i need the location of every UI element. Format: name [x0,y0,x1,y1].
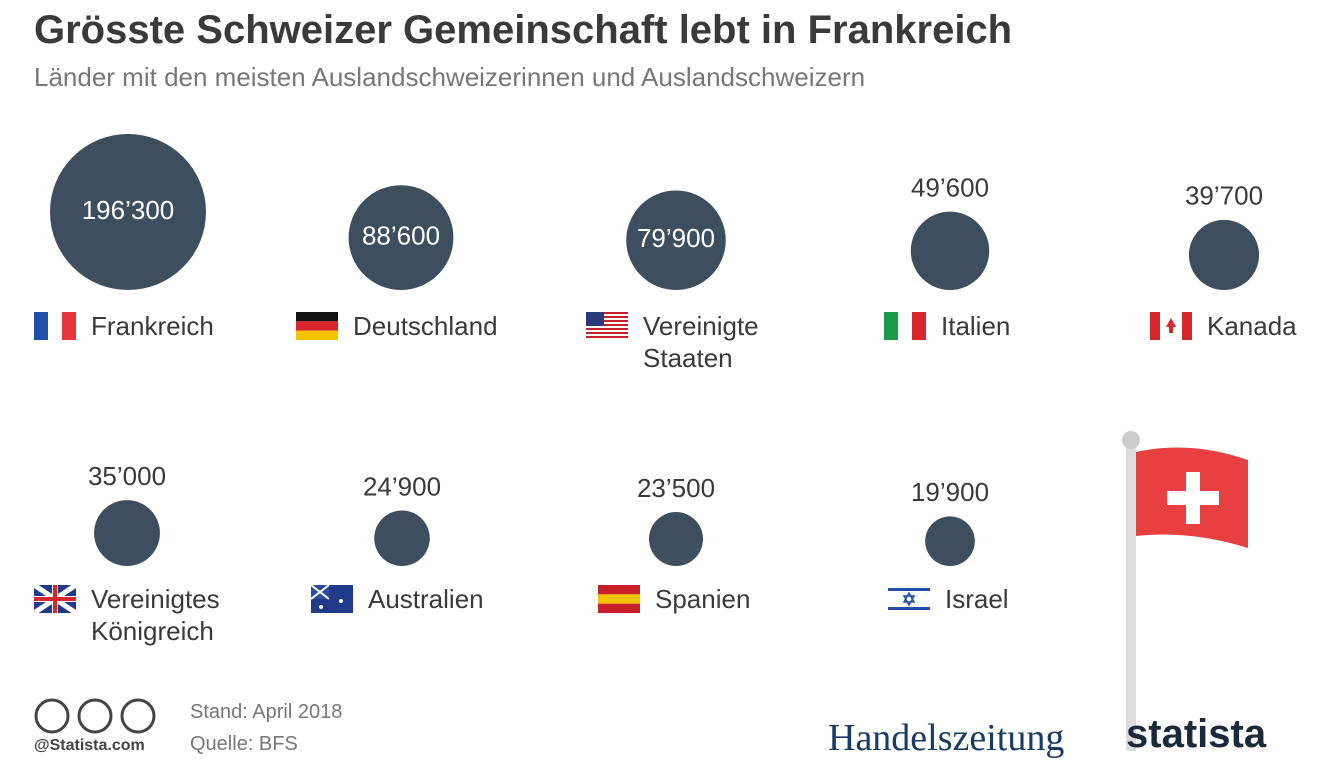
flag-part [339,599,343,603]
value-label: 49’600 [911,172,989,202]
brand: statista [1126,712,1267,756]
chart-title: Grösste Schweizer Gemeinschaft lebt in F… [34,8,1013,52]
flag-part [296,321,338,331]
flag-part [586,330,628,332]
flag [598,585,640,613]
flag-part [586,328,628,330]
flag-part [48,312,62,340]
flag-part [296,312,338,322]
flag-part [912,312,926,340]
bubble [94,500,160,566]
flag-part [586,338,628,340]
bubble [1188,219,1260,290]
bubble [374,510,430,566]
value-label: 35’000 [88,461,166,491]
flag-part [888,588,930,591]
flag-part [586,322,628,324]
flag-part [898,312,912,340]
flag-part [1166,318,1176,333]
value-label: 196’300 [82,195,175,225]
category-label: Vereinigte Staaten [643,311,759,373]
value-label: 88’600 [362,220,440,250]
license-icons [34,698,156,734]
flag-part [310,584,330,600]
swiss-flag [1122,431,1248,751]
credit: @Statista.com [34,737,145,754]
flag-part [586,332,628,334]
category-label: Australien [368,584,484,614]
category-label: Spanien [655,584,751,614]
flag-part [586,314,628,316]
flag-part [586,320,628,322]
flag-part [1150,312,1160,340]
flag-part [902,591,916,607]
bubble [348,185,454,290]
flag-part [586,324,628,326]
value-label: 39’700 [1185,181,1263,211]
bubble [910,211,990,290]
flag [888,585,930,613]
flag-part [62,312,76,340]
category-label: Frankreich [91,311,214,341]
flag [296,312,338,340]
flag-part [586,336,628,338]
flag-part [586,326,628,328]
flag [884,312,926,340]
flag-part [586,334,628,336]
value-label: 19’900 [911,477,989,507]
value-label: 23’500 [637,473,715,503]
chart-subtitle: Länder mit den meisten Auslandschweizeri… [34,62,866,92]
flag-part [586,312,604,326]
category-label: Vereinigtes Königreich [91,584,220,646]
flag-part [598,585,640,595]
category-label: Italien [941,311,1011,341]
flag [310,584,353,613]
date-note: Stand: April 2018 [190,701,343,723]
flag-part [1182,312,1192,340]
flag-part [586,316,628,318]
flag-part [888,607,930,610]
flag-part [598,594,640,604]
flag-part [296,330,338,340]
flag-part [884,312,898,340]
value-label: 79’900 [637,223,715,253]
source: Quelle: BFS [190,733,298,755]
value-label: 24’900 [363,471,441,501]
bubble [626,190,726,290]
category-label: Deutschland [353,311,498,341]
flag-part [586,312,628,314]
flag [1150,312,1192,340]
flag [586,312,628,340]
flag-part [53,585,57,613]
brand: Handelszeitung [828,717,1065,759]
flag-part [319,605,323,609]
bubble [649,512,703,566]
category-label: Israel [945,584,1009,614]
category-label: Kanada [1207,311,1297,341]
flag [32,582,78,616]
bubble [50,134,206,290]
bubble [925,516,975,566]
flag-part [586,318,628,320]
flag [34,312,76,340]
flag-part [598,603,640,613]
flag-part [34,312,48,340]
